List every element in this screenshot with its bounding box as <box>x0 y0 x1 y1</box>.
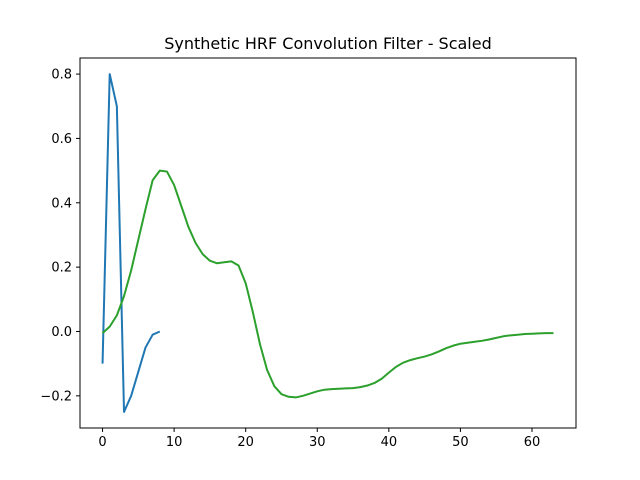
x-tick-label: 10 <box>166 435 183 450</box>
series-layer <box>101 73 554 413</box>
x-tick-label: 40 <box>381 435 398 450</box>
x-tick-label: 30 <box>309 435 326 450</box>
x-tick-label: 20 <box>237 435 254 450</box>
plot-frame <box>79 57 577 429</box>
y-tick-label: 0.6 <box>51 132 72 147</box>
x-tick-label: 60 <box>524 435 541 450</box>
y-tick-label: −0.2 <box>40 389 72 404</box>
series-line-2 <box>101 169 554 399</box>
x-tick-label: 0 <box>98 435 106 450</box>
y-tick-label: 0.4 <box>51 196 72 211</box>
y-tick-label: 0.2 <box>51 261 72 276</box>
y-tick-label: 0.0 <box>51 325 72 340</box>
axis-layer: 0 10 20 30 40 50 60 0.8 0.6 0.4 0.2 0.0 −0.2 <box>40 68 540 450</box>
series-line-1 <box>101 73 161 413</box>
y-tick-label: 0.8 <box>51 68 72 83</box>
chart-title: Synthetic HRF Convolution Filter - Scale… <box>164 34 492 53</box>
x-tick-label: 50 <box>452 435 469 450</box>
